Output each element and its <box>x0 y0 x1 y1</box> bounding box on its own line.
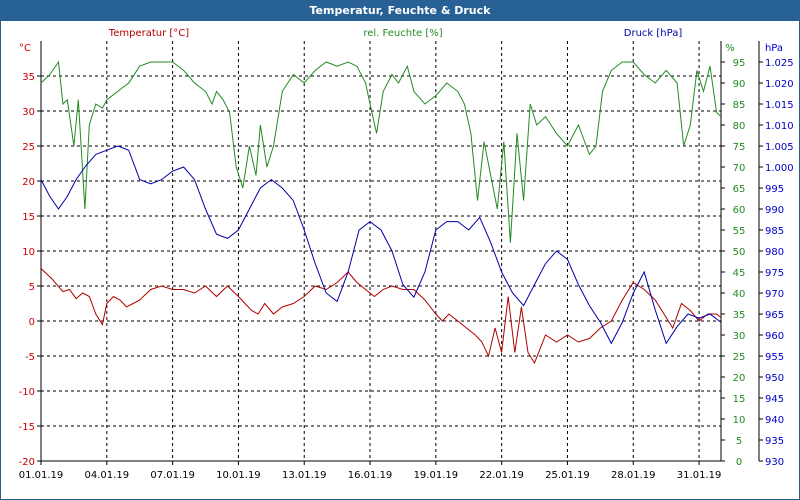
humidity-tick-label: 90 <box>733 79 746 90</box>
date-tick-label: 31.01.19 <box>677 470 722 481</box>
date-tick-label: 13.01.19 <box>282 470 327 481</box>
pressure-tick-label: 950 <box>765 373 784 384</box>
humidity-unit-label: % <box>725 43 735 54</box>
humidity-tick-label: 30 <box>733 331 746 342</box>
humidity-tick-label: 60 <box>733 205 746 216</box>
temp-tick-label: -20 <box>19 457 35 468</box>
date-tick-label: 01.01.19 <box>19 470 64 481</box>
chart-title: Temperatur, Feuchte & Druck <box>1 1 799 21</box>
date-tick-label: 16.01.19 <box>348 470 393 481</box>
date-tick-label: 07.01.19 <box>150 470 195 481</box>
date-tick-label: 04.01.19 <box>85 470 130 481</box>
humidity-tick-label: 50 <box>733 247 746 258</box>
humidity-tick-label: 5 <box>736 436 742 447</box>
date-tick-label: 19.01.19 <box>414 470 459 481</box>
humidity-tick-label: 80 <box>733 121 746 132</box>
humidity-tick-label: 65 <box>733 184 746 195</box>
temp-tick-label: 20 <box>22 177 35 188</box>
date-tick-label: 22.01.19 <box>479 470 524 481</box>
grid <box>40 41 721 462</box>
pressure-tick-label: 1.000 <box>765 163 794 174</box>
labels: -20 -15 -10 -5 0 5 10 15 20 25 30 35 °C 0 5 10 15 20 25 30 3… <box>19 28 794 481</box>
humidity-tick-label: 85 <box>733 100 746 111</box>
pressure-unit-label: hPa <box>765 43 783 54</box>
pressure-tick-label: 970 <box>765 289 784 300</box>
humidity-tick-label: 20 <box>733 373 746 384</box>
pressure-tick-label: 930 <box>765 457 784 468</box>
legend-entry: Druck [hPa] <box>624 28 683 39</box>
temp-tick-label: 0 <box>29 317 35 328</box>
humidity-tick-label: 75 <box>733 142 746 153</box>
humidity-tick-label: 70 <box>733 163 746 174</box>
temp-tick-label: 30 <box>22 107 35 118</box>
pressure-tick-label: 935 <box>765 436 784 447</box>
pressure-tick-label: 980 <box>765 247 784 258</box>
temperature-line <box>40 268 722 365</box>
pressure-tick-label: 1.025 <box>765 58 794 69</box>
pressure-line <box>40 145 722 345</box>
legend-entry: rel. Feuchte [%] <box>363 28 442 39</box>
pressure-tick-label: 1.010 <box>765 121 794 132</box>
temp-tick-label: 35 <box>22 72 35 83</box>
humidity-line <box>40 60 722 243</box>
temp-tick-label: -5 <box>25 352 35 363</box>
temp-tick-label: 15 <box>22 212 35 223</box>
humidity-tick-label: 40 <box>733 289 746 300</box>
humidity-tick-label: 0 <box>736 457 742 468</box>
temp-unit-label: °C <box>19 43 31 54</box>
pressure-tick-label: 1.020 <box>765 79 794 90</box>
temp-tick-label: 25 <box>22 142 35 153</box>
temp-tick-label: -10 <box>19 387 35 398</box>
legend-entry: Temperatur [°C] <box>108 28 189 39</box>
date-tick-label: 10.01.19 <box>216 470 261 481</box>
humidity-tick-label: 10 <box>733 415 746 426</box>
temp-tick-label: 5 <box>29 282 35 293</box>
temp-tick-label: -15 <box>19 422 35 433</box>
humidity-tick-label: 95 <box>733 58 746 69</box>
pressure-tick-label: 975 <box>765 268 784 279</box>
pressure-tick-label: 1.005 <box>765 142 794 153</box>
temp-tick-label: 10 <box>22 247 35 258</box>
pressure-tick-label: 1.015 <box>765 100 794 111</box>
axes <box>37 41 763 465</box>
humidity-tick-label: 45 <box>733 268 746 279</box>
date-tick-label: 28.01.19 <box>611 470 656 481</box>
pressure-tick-label: 955 <box>765 352 784 363</box>
pressure-tick-label: 940 <box>765 415 784 426</box>
pressure-tick-label: 990 <box>765 205 784 216</box>
pressure-tick-label: 995 <box>765 184 784 195</box>
humidity-tick-label: 35 <box>733 310 746 321</box>
humidity-tick-label: 15 <box>733 394 746 405</box>
humidity-tick-label: 25 <box>733 352 746 363</box>
date-tick-label: 25.01.19 <box>545 470 590 481</box>
pressure-tick-label: 985 <box>765 226 784 237</box>
humidity-tick-label: 55 <box>733 226 746 237</box>
pressure-tick-label: 965 <box>765 310 784 321</box>
pressure-tick-label: 960 <box>765 331 784 342</box>
pressure-tick-label: 945 <box>765 394 784 405</box>
series-lines <box>40 60 722 365</box>
